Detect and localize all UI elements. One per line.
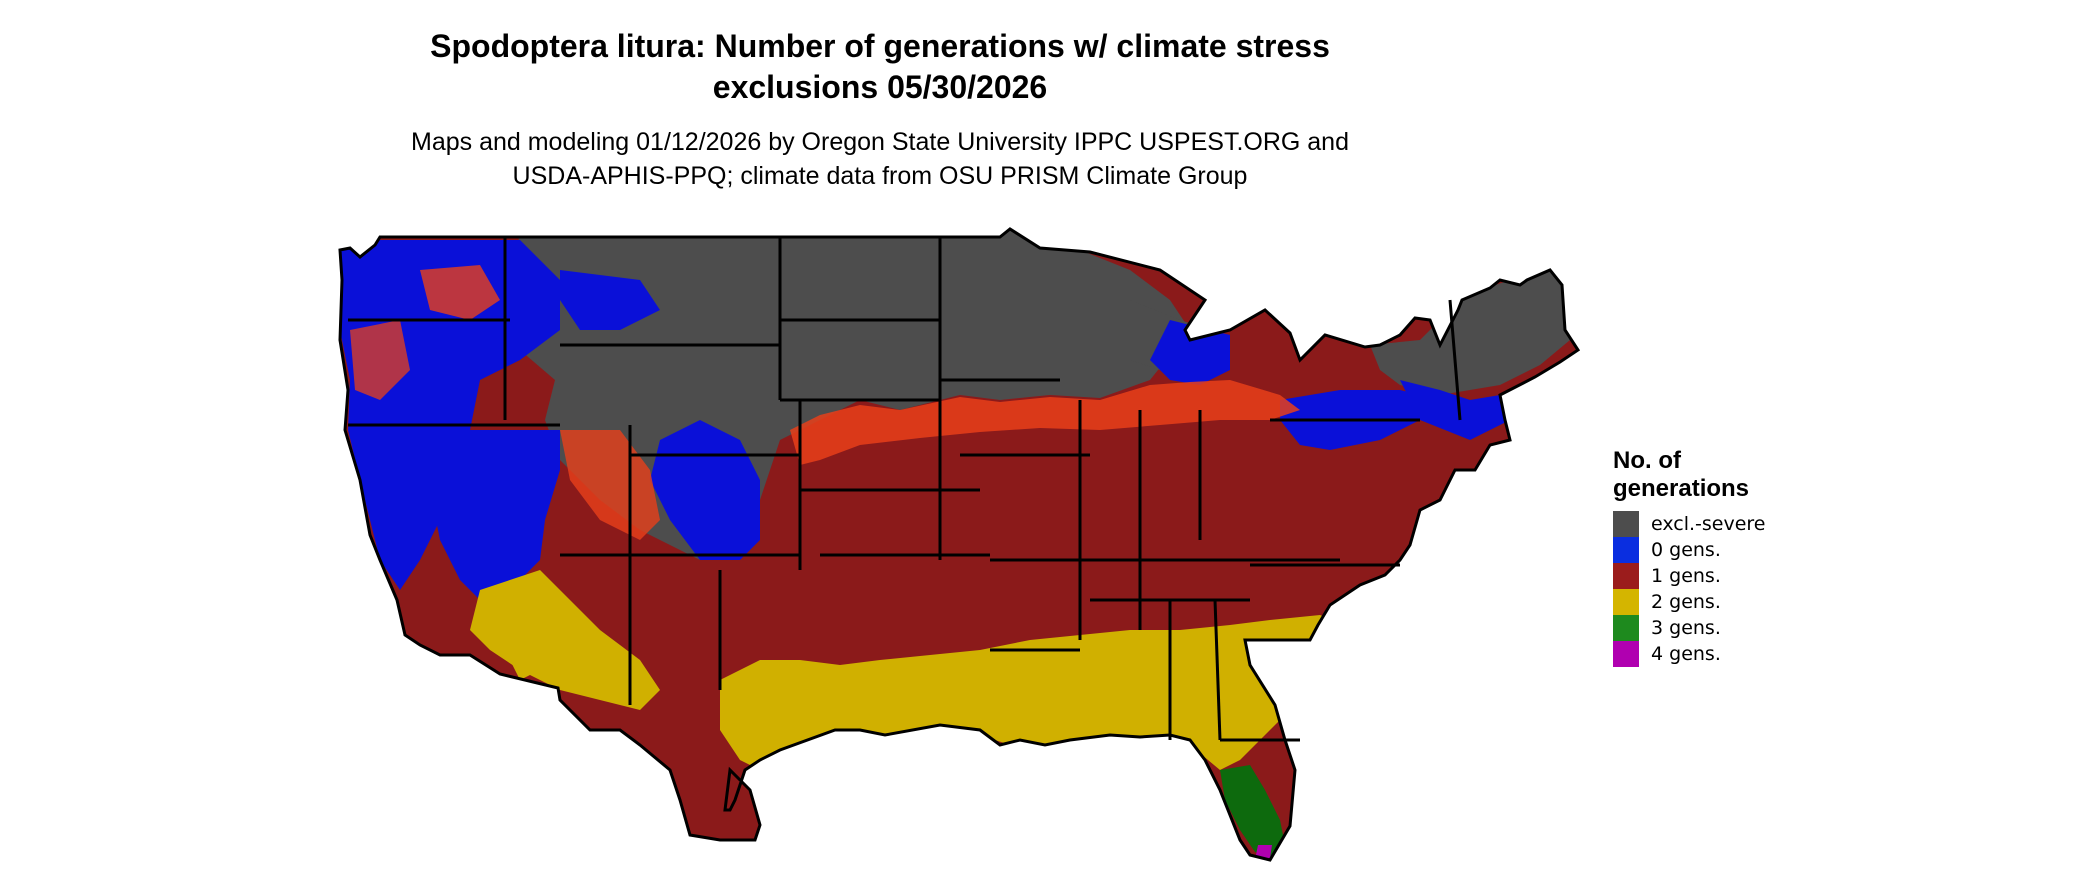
margin-band-oregon <box>420 265 500 320</box>
legend-label: 3 gens. <box>1651 617 1721 639</box>
legend-item-4-gens: 4 gens. <box>1613 641 1833 667</box>
legend-swatch <box>1613 563 1639 589</box>
map-title: Spodoptera litura: Number of generations… <box>0 26 1760 108</box>
three-gens-florida <box>1220 765 1285 858</box>
map-subtitle: Maps and modeling 01/12/2026 by Oregon S… <box>0 125 1760 193</box>
map-subtitle-line-1: Maps and modeling 01/12/2026 by Oregon S… <box>411 128 1349 156</box>
two-gens-southwest <box>470 570 660 710</box>
map-title-line-1: Spodoptera litura: Number of generations… <box>430 28 1330 64</box>
map-title-line-2: exclusions 05/30/2026 <box>712 69 1048 105</box>
legend-item-0-gens: 0 gens. <box>1613 537 1833 563</box>
two-gens-california <box>500 600 545 680</box>
legend: No. of generations excl.-severe 0 gens. … <box>1613 447 1833 667</box>
legend-item-1-gens: 1 gens. <box>1613 563 1833 589</box>
three-gens-texas <box>840 760 930 850</box>
zero-gens-great-basin <box>430 430 560 600</box>
map-subtitle-line-2: USDA-APHIS-PPQ; climate data from OSU PR… <box>512 162 1248 190</box>
legend-swatch <box>1613 511 1639 537</box>
legend-label: excl.-severe <box>1651 513 1766 535</box>
legend-swatch <box>1613 641 1639 667</box>
legend-item-2-gens: 2 gens. <box>1613 589 1833 615</box>
margin-band-pnw <box>350 320 410 400</box>
legend-swatch <box>1613 589 1639 615</box>
state-borders <box>338 227 1581 862</box>
legend-swatch <box>1613 537 1639 563</box>
legend-title-line-2: generations <box>1613 475 1750 502</box>
title-block: Spodoptera litura: Number of generations… <box>0 26 1760 193</box>
border-al-ga <box>1213 599 1222 741</box>
legend-item-3-gens: 3 gens. <box>1613 615 1833 641</box>
margin-band-west <box>560 430 660 540</box>
legend-label: 1 gens. <box>1651 565 1721 587</box>
legend-label: 4 gens. <box>1651 643 1721 665</box>
legend-label: 0 gens. <box>1651 539 1721 561</box>
zero-gens-new-england <box>1400 380 1510 440</box>
legend-swatch <box>1613 615 1639 641</box>
two-gens-region <box>720 615 1345 770</box>
legend-item-excluded: excl.-severe <box>1613 511 1833 537</box>
legend-title: No. of generations <box>1613 447 1833 503</box>
legend-label: 2 gens. <box>1651 591 1721 613</box>
legend-title-line-1: No. of <box>1613 447 1681 474</box>
margin-band-plains <box>790 380 1300 465</box>
excluded-region-northeast <box>1370 268 1570 395</box>
zero-gens-montana <box>560 270 660 330</box>
us-outline <box>338 227 1581 862</box>
border-new-england <box>1448 299 1462 421</box>
map-raster <box>340 229 1578 860</box>
